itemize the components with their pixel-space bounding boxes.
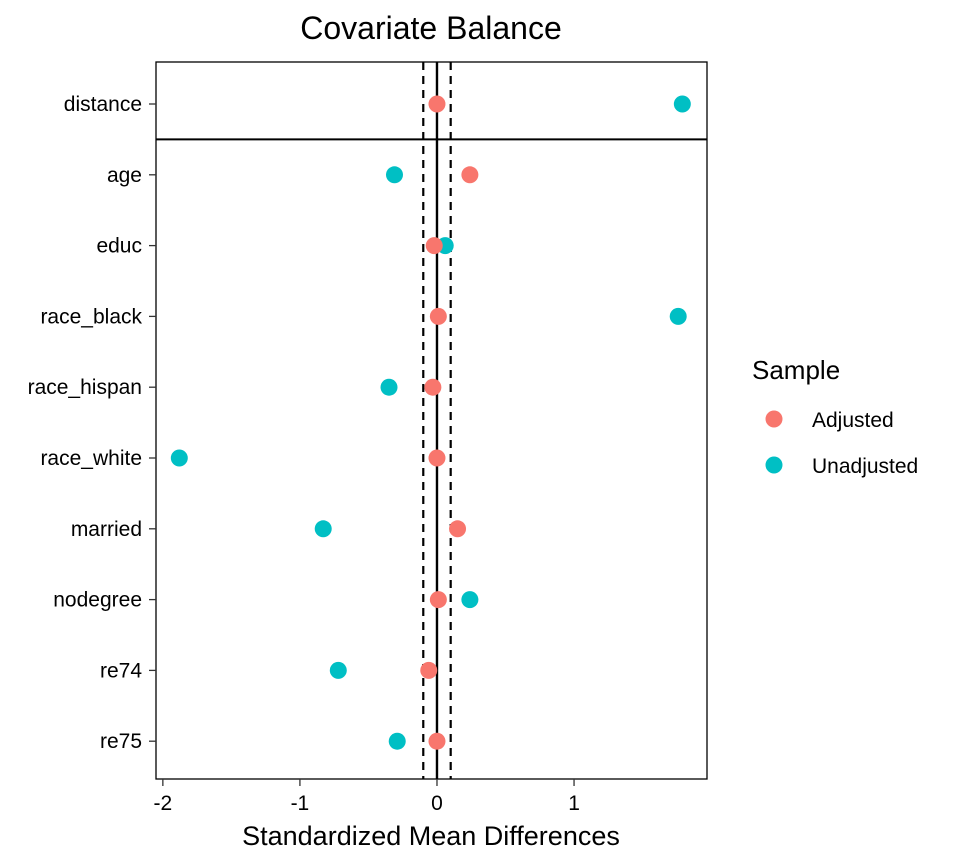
y-tick-label-race_hispan: race_hispan [28, 376, 142, 399]
legend-title: Sample [752, 355, 840, 385]
y-tick-label-age: age [107, 164, 142, 187]
x-tick-label--1: -1 [291, 792, 310, 815]
legend-label-adjusted: Adjusted [812, 409, 894, 432]
point-unadjusted-re75 [388, 732, 406, 750]
y-tick-label-re75: re75 [100, 730, 142, 753]
panel-border [155, 61, 708, 780]
legend: Sample Adjusted Unadjusted [752, 355, 918, 478]
point-unadjusted-re74 [329, 661, 347, 679]
point-adjusted-nodegree [429, 591, 447, 609]
x-tick-label-1: 1 [568, 792, 580, 815]
y-tick-label-married: married [71, 518, 142, 541]
point-adjusted-educ [425, 237, 443, 255]
point-unadjusted-distance [673, 95, 691, 113]
y-tick-label-nodegree: nodegree [53, 589, 142, 612]
point-unadjusted-married [314, 520, 332, 538]
point-unadjusted-age [385, 166, 403, 184]
legend-key-unadjusted [765, 456, 783, 474]
x-tick-label--2: -2 [154, 792, 173, 815]
point-adjusted-race_white [428, 449, 446, 467]
legend-label-unadjusted: Unadjusted [812, 455, 918, 478]
point-adjusted-distance [428, 95, 446, 113]
y-tick-label-educ: educ [96, 235, 142, 258]
y-tick-label-race_white: race_white [40, 447, 142, 470]
point-adjusted-re74 [420, 661, 438, 679]
x-axis-title: Standardized Mean Differences [242, 821, 620, 851]
y-tick-label-re74: re74 [100, 659, 142, 682]
point-adjusted-age [461, 166, 479, 184]
point-unadjusted-race_black [669, 307, 687, 325]
y-tick-label-distance: distance [64, 93, 142, 116]
y-tick-label-race_black: race_black [40, 305, 142, 328]
plot-area: distance age educ race_black race_hispanrace… [28, 61, 708, 815]
point-adjusted-married [449, 520, 467, 538]
legend-key-adjusted [765, 410, 783, 428]
x-tick-label-0: 0 [431, 792, 443, 815]
point-unadjusted-nodegree [461, 591, 479, 609]
point-unadjusted-race_white [170, 449, 188, 467]
point-unadjusted-race_hispan [380, 378, 398, 396]
point-adjusted-re75 [428, 732, 446, 750]
point-adjusted-race_black [429, 307, 447, 325]
point-adjusted-race_hispan [424, 378, 442, 396]
chart-title: Covariate Balance [300, 10, 561, 46]
